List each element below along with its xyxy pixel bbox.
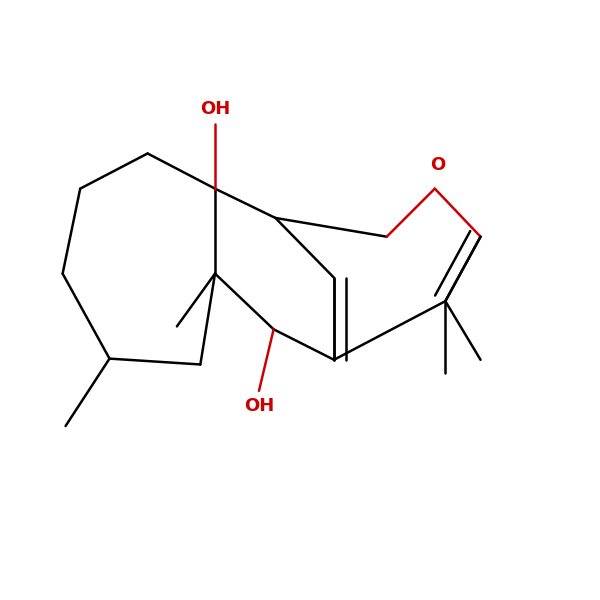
Text: OH: OH — [200, 100, 230, 118]
Text: O: O — [430, 156, 445, 174]
Text: OH: OH — [244, 397, 274, 415]
